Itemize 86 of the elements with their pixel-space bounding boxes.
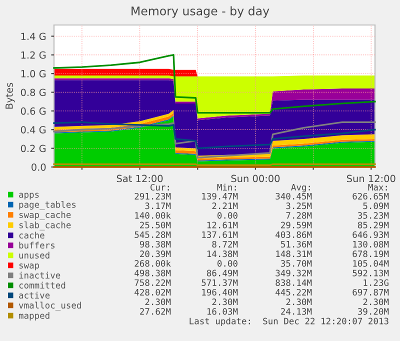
text: 1.23G — [364, 279, 388, 286]
text: 2.30M — [286, 298, 312, 306]
legend-label: active — [19, 292, 50, 299]
text: 8.72M — [212, 240, 238, 248]
text: 646.93M — [352, 231, 389, 238]
text: 86.49M — [206, 270, 238, 276]
y-tick-label: 1.2 G — [21, 51, 46, 59]
text: 838.14M — [276, 279, 312, 286]
legend-label: committed — [19, 282, 66, 289]
text: 545.28M — [134, 231, 171, 238]
text: 5.09M — [363, 202, 389, 210]
text: 2.21M — [212, 202, 238, 210]
text: 3.17M — [145, 202, 171, 210]
x-tick-label: Sat 12:00 — [116, 174, 163, 182]
text: 35.23M — [358, 212, 389, 219]
y-tick-label: 0.8 G — [20, 88, 46, 96]
text: 7.28M — [286, 212, 312, 219]
text: Avg: — [291, 184, 310, 192]
text: 592.13M — [352, 270, 389, 276]
text: 2.30M — [145, 298, 171, 306]
text: 148.31M — [276, 250, 312, 258]
text: 2.30M — [363, 298, 389, 306]
text: 29.59M — [281, 222, 312, 228]
text: 98.38M — [140, 240, 171, 248]
chart-title: Memory usage - by day — [132, 6, 270, 18]
text: 27.62M — [140, 308, 171, 315]
text: 445.22M — [276, 288, 312, 296]
text: 571.37M — [202, 279, 238, 286]
text: 3.25M — [286, 202, 312, 210]
legend-label: vmalloc_used — [18, 302, 81, 311]
text: 758.22M — [134, 279, 171, 286]
text: 12.61M — [207, 222, 238, 228]
text: 25.50M — [140, 222, 171, 228]
text: 0.00 — [218, 212, 238, 219]
text: 340.45M — [276, 192, 312, 200]
legend-label: swap_cache — [19, 211, 71, 220]
text: 0.00 — [218, 260, 238, 267]
y-tick-label: 0.4 G — [20, 126, 46, 134]
legend-label: swap — [19, 264, 40, 270]
text: 678.19M — [352, 250, 389, 258]
text: 105.04M — [353, 260, 389, 267]
y-tick-label: 0.0 — [32, 163, 46, 171]
text: 626.65M — [352, 192, 389, 200]
text: 697.87M — [352, 288, 389, 296]
y-tick-label: 1.4 G — [21, 32, 46, 40]
text: 349.32M — [276, 270, 312, 276]
text: 35.70M — [280, 260, 312, 267]
legend-label: apps — [19, 192, 39, 200]
text: Min: — [217, 184, 236, 190]
legend-label: buffers — [19, 242, 55, 249]
text: 498.38M — [134, 270, 171, 276]
text: 268.00k — [134, 260, 171, 267]
legend-label: page_tables — [19, 201, 76, 210]
legend-label: slab_cache — [19, 221, 71, 230]
text: 2.30M — [212, 298, 238, 306]
x-tick-label: Sun 12:00 — [346, 174, 396, 182]
text: 140.00k — [135, 212, 171, 219]
text: 16.03M — [207, 308, 238, 315]
y-axis-title: Bytes — [6, 82, 15, 109]
text: 130.08M — [353, 240, 389, 248]
text: 14.38M — [207, 250, 238, 258]
legend-label: unused — [19, 252, 50, 259]
legend-label: cache — [19, 232, 44, 239]
text: 39.20M — [358, 308, 389, 315]
line-series — [53, 121, 376, 158]
text: 20.39M — [140, 250, 171, 258]
y-tick-label: 0.2 G — [20, 144, 46, 152]
line-series — [53, 54, 376, 114]
y-tick-label: 0.6 G — [20, 107, 46, 115]
legend-label: mapped — [18, 312, 50, 321]
x-tick-label: Sun 00:00 — [231, 174, 280, 182]
text: 85.29M — [358, 222, 389, 228]
text: 196.40M — [202, 288, 238, 296]
text: 291.23M — [134, 192, 171, 200]
text: 428.02M — [134, 288, 171, 296]
text: 51.36M — [281, 240, 312, 248]
text: Last update: Sun Dec 22 12:20:07 2013 — [190, 318, 388, 326]
text: 24.13M — [281, 308, 312, 315]
line-series — [53, 121, 376, 150]
text: 403.86M — [276, 231, 312, 238]
legend-label: inactive — [19, 272, 60, 279]
y-tick-label: 1.0 G — [21, 70, 46, 78]
text: Cur: — [150, 184, 169, 191]
text: Max: — [368, 184, 387, 191]
text: 139.47M — [202, 192, 238, 200]
text: 137.61M — [202, 231, 238, 238]
